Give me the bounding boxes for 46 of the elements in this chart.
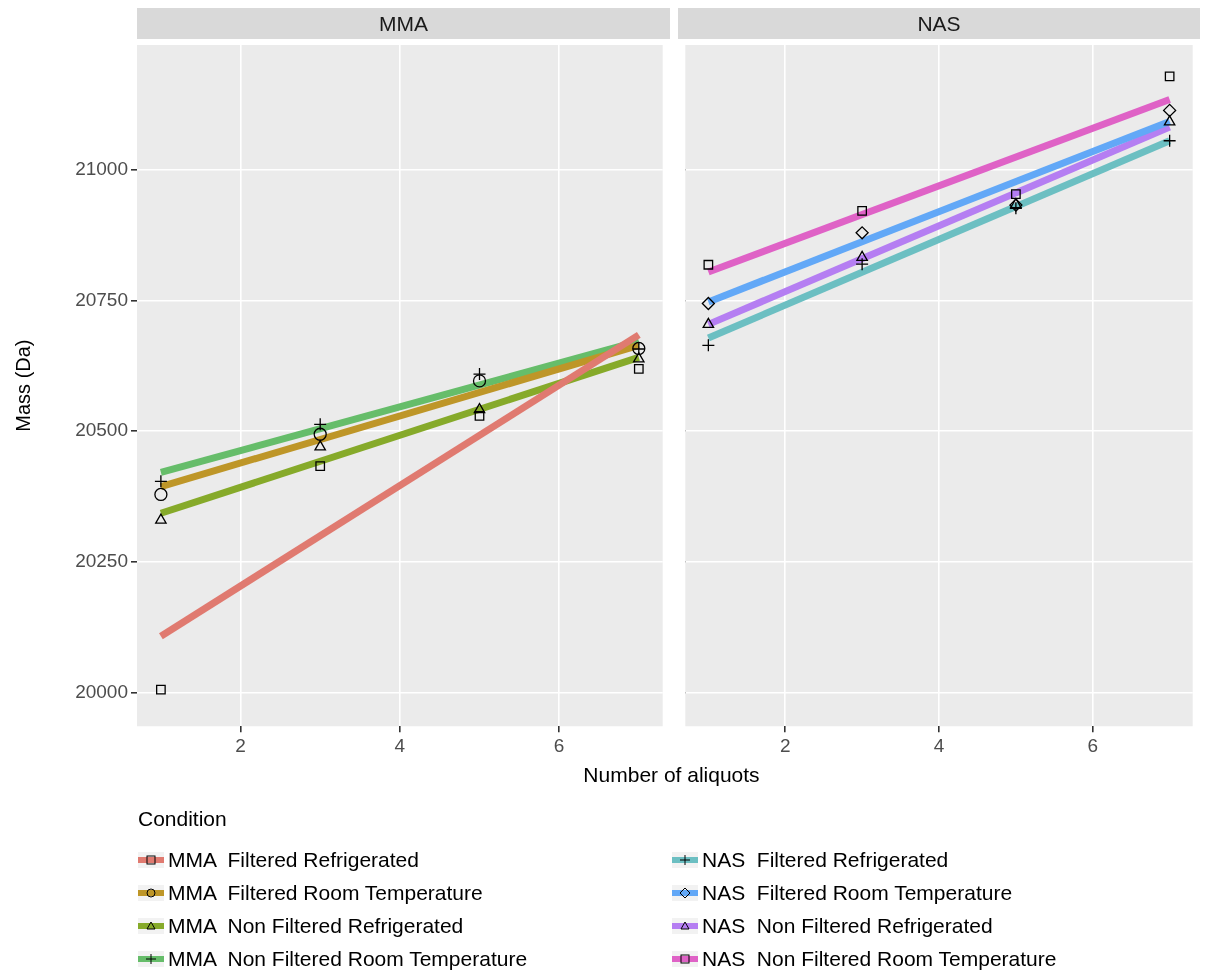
- point: [472, 367, 487, 381]
- legend-label: MMA Non Filtered Refrigerated: [168, 913, 464, 938]
- point: [1164, 71, 1175, 82]
- y-tick-label: 20750: [75, 288, 128, 310]
- x-tick-label: 4: [394, 734, 406, 756]
- legend-label: NAS Non Filtered Room Temperature: [702, 946, 1057, 971]
- x-tick-label: 6: [553, 734, 565, 756]
- point: [703, 259, 714, 270]
- point: [856, 250, 868, 262]
- x-tick-label: 6: [1087, 734, 1099, 756]
- point: [855, 226, 869, 240]
- point: [156, 684, 166, 695]
- point: [701, 296, 716, 311]
- y-tick-label: 20500: [75, 419, 128, 441]
- y-tick-label: 20250: [75, 550, 128, 572]
- point: [1162, 103, 1177, 118]
- point: [313, 427, 327, 441]
- y-tick-label: 20000: [75, 680, 128, 702]
- point: [314, 440, 327, 451]
- legend-label: NAS Non Filtered Refrigerated: [702, 913, 993, 938]
- y-tick-label: 21000: [75, 157, 128, 179]
- chart-title: NAS: [678, 8, 1200, 39]
- legend-label: MMA Non Filtered Room Temperature: [168, 946, 528, 971]
- point: [315, 461, 326, 472]
- point: [1163, 115, 1176, 126]
- point: [633, 363, 644, 374]
- point: [857, 205, 868, 216]
- point: [1010, 189, 1021, 199]
- x-tick-label: 2: [235, 734, 246, 756]
- chart-title: MMA: [137, 8, 670, 39]
- point: [702, 317, 715, 329]
- x-tick-label: 2: [779, 734, 791, 756]
- point: [473, 403, 486, 414]
- y-axis-title: Mass (Da): [11, 339, 34, 432]
- legend-label: MMA Filtered Refrigerated: [168, 847, 419, 872]
- legend-label: NAS Filtered Refrigerated: [702, 847, 949, 872]
- legend-label: MMA Filtered Room Temperature: [168, 880, 483, 905]
- point: [155, 513, 167, 524]
- x-tick-label: 4: [933, 734, 945, 756]
- point: [632, 352, 645, 363]
- point: [474, 411, 485, 421]
- x-axis-title: Number of aliquots: [582, 763, 761, 787]
- legend-label: NAS Filtered Room Temperature: [702, 880, 1013, 905]
- legend-title: Condition: [138, 807, 228, 831]
- point: [154, 487, 168, 502]
- point: [472, 374, 487, 388]
